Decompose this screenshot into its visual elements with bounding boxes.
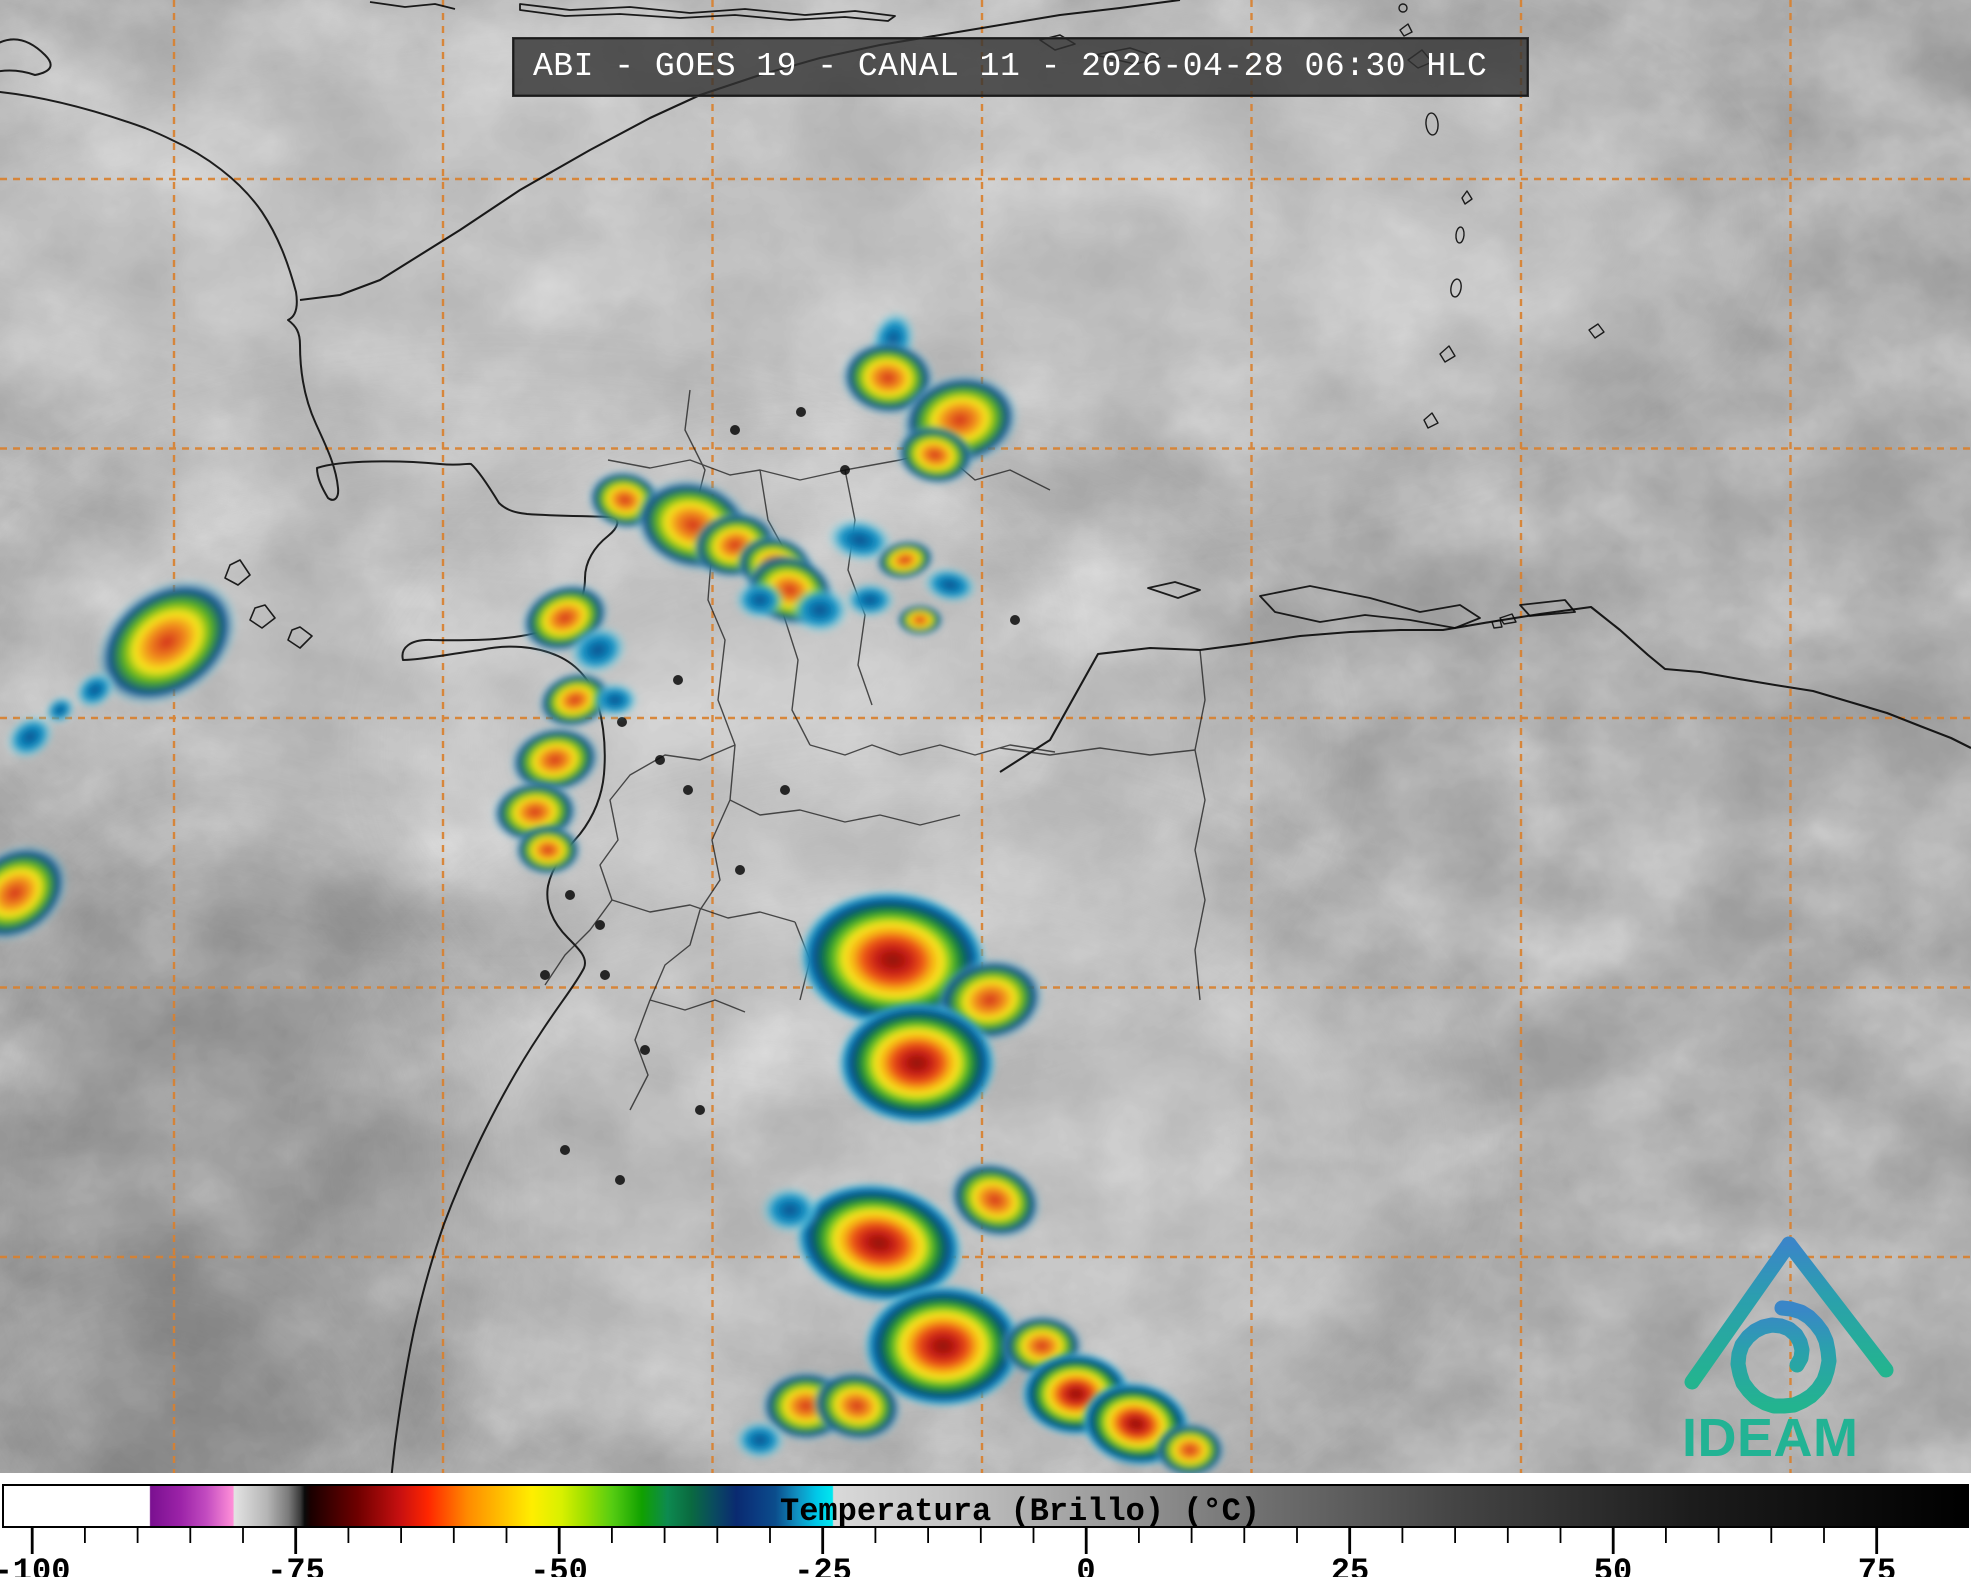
svg-text:IDEAM: IDEAM: [1682, 1408, 1859, 1468]
